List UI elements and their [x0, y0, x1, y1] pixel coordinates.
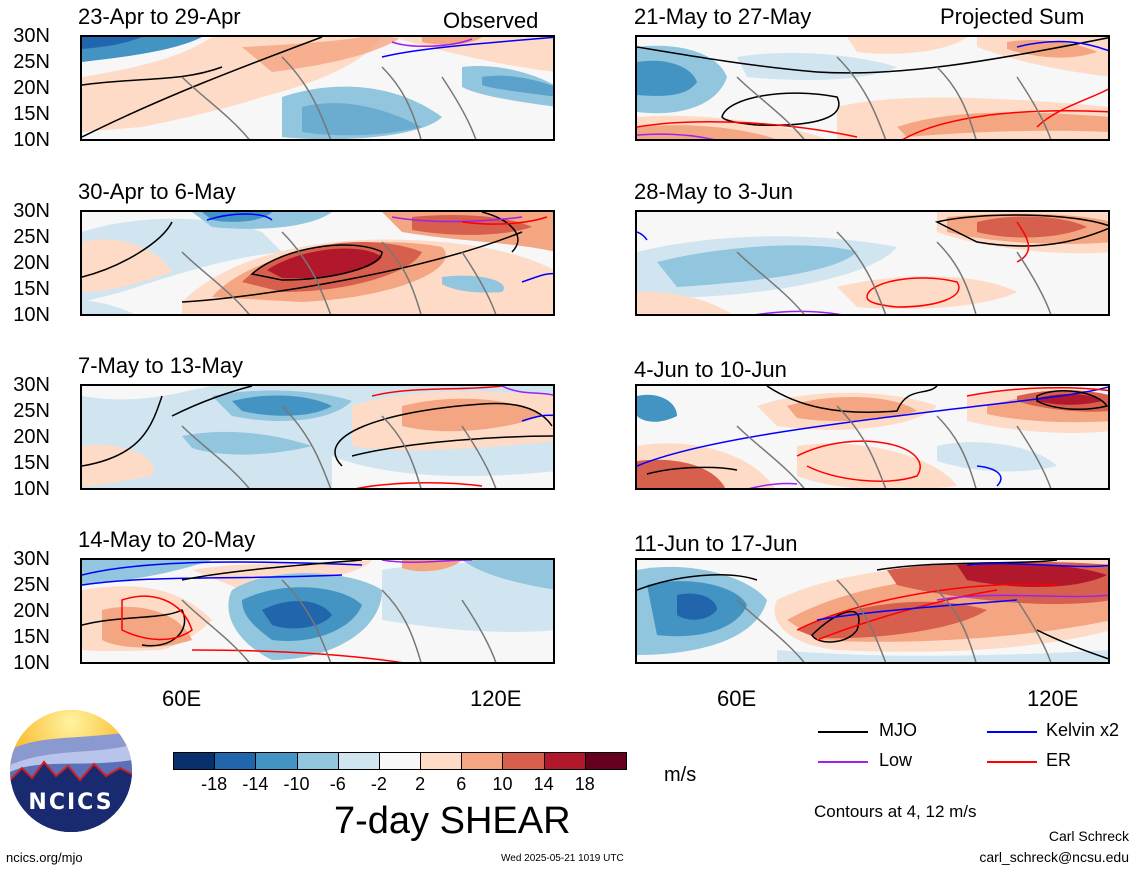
lat-tick-label: 15N: [13, 626, 50, 648]
colorbar-tick-label: -10: [283, 774, 310, 794]
lat-tick-label: 10N: [13, 652, 50, 674]
colorbar-swatch: [173, 752, 216, 770]
lat-tick-label: 20N: [13, 252, 50, 274]
colorbar-units: m/s: [664, 764, 697, 786]
colorbar-title: 7-day SHEAR: [334, 800, 571, 842]
legend-label-er: ER: [1046, 750, 1072, 770]
legend-label-kelvin: Kelvin x2: [1046, 720, 1120, 740]
colorbar-tick-label: -18: [201, 774, 228, 794]
timestamp: Wed 2025-05-21 1019 UTC: [501, 853, 624, 864]
lat-tick-label: 30N: [13, 25, 50, 47]
map-panel-left-3: [80, 384, 555, 490]
lon-tick-label: 120E: [470, 686, 522, 711]
colorbar-swatch: [378, 752, 422, 770]
colorbar-tick-label: 10: [492, 774, 513, 794]
lat-tick-label: 30N: [13, 200, 50, 222]
panel-title-left-3: 7-May to 13-May: [78, 353, 244, 378]
lat-tick-label: 20N: [13, 600, 50, 622]
lon-tick-label: 120E: [1027, 686, 1079, 711]
panel-tag-observed: Observed: [443, 8, 539, 33]
legend-line-mjo: [818, 731, 868, 733]
lat-tick-label: 10N: [13, 129, 50, 151]
lat-tick-label: 25N: [13, 574, 50, 596]
lat-tick-label: 15N: [13, 103, 50, 125]
legend-line-er: [987, 761, 1037, 763]
lon-tick-label: 60E: [162, 686, 202, 711]
contour-note: Contours at 4, 12 m/s: [814, 802, 977, 821]
author-name: Carl Schreck: [1048, 828, 1129, 844]
map-panel-right-4: [635, 558, 1110, 664]
ncics-logo: NCICS: [10, 710, 132, 832]
colorbar-swatch: [461, 752, 504, 770]
logo-text: NCICS: [28, 790, 114, 815]
colorbar-tick-label: 18: [574, 774, 595, 794]
lon-tick-label: 60E: [717, 686, 757, 711]
map-panel-left-2: [80, 210, 555, 316]
colorbar-swatch: [214, 752, 257, 770]
lat-tick-label: 15N: [13, 278, 50, 300]
lat-tick-label: 20N: [13, 77, 50, 99]
colorbar-swatch: [502, 752, 545, 770]
panel-title-right-3: 4-Jun to 10-Jun: [634, 357, 787, 382]
colorbar-tick-label: 2: [415, 774, 426, 794]
lat-tick-label: 10N: [13, 304, 50, 326]
panel-title-right-1: 21-May to 27-May: [634, 4, 812, 29]
colorbar-tick-label: 14: [533, 774, 554, 794]
panel-title-right-2: 28-May to 3-Jun: [634, 179, 793, 204]
legend-line-low: [818, 761, 868, 763]
colorbar: [173, 752, 627, 772]
lat-tick-label: 30N: [13, 374, 50, 396]
legend-line-kelvin: [987, 731, 1037, 733]
lat-tick-label: 25N: [13, 400, 50, 422]
panel-title-left-1: 23-Apr to 29-Apr: [78, 4, 241, 29]
colorbar-tick-label: -14: [242, 774, 269, 794]
colorbar-swatch: [337, 752, 380, 770]
map-panel-right-2: [635, 210, 1110, 316]
map-panel-right-3: [635, 384, 1110, 490]
lat-tick-label: 10N: [13, 478, 50, 500]
site-link[interactable]: ncics.org/mjo: [6, 850, 83, 865]
map-panel-right-1: [635, 35, 1110, 141]
colorbar-tick-label: -2: [370, 774, 387, 794]
panel-title-right-4: 11-Jun to 17-Jun: [634, 531, 798, 556]
map-panel-left-1: [80, 35, 555, 141]
colorbar-tick-label: 6: [456, 774, 467, 794]
colorbar-tick-label: -6: [329, 774, 346, 794]
colorbar-swatch: [584, 752, 627, 770]
panel-title-left-2: 30-Apr to 6-May: [78, 179, 236, 204]
lat-tick-label: 30N: [13, 548, 50, 570]
panel-tag-projected-sum: Projected Sum: [940, 4, 1085, 29]
legend-label-mjo: MJO: [879, 720, 917, 740]
author-email: carl_schreck@ncsu.edu: [979, 849, 1129, 865]
lat-tick-label: 25N: [13, 51, 50, 73]
panel-title-left-4: 14-May to 20-May: [78, 527, 256, 552]
legend-label-low: Low: [879, 750, 913, 770]
lat-tick-label: 20N: [13, 426, 50, 448]
colorbar-swatch: [255, 752, 298, 770]
map-panel-left-4: [80, 558, 555, 664]
lat-tick-label: 25N: [13, 226, 50, 248]
colorbar-swatch: [543, 752, 586, 770]
colorbar-swatch: [420, 752, 463, 770]
colorbar-swatch: [296, 752, 339, 770]
lat-tick-label: 15N: [13, 452, 50, 474]
